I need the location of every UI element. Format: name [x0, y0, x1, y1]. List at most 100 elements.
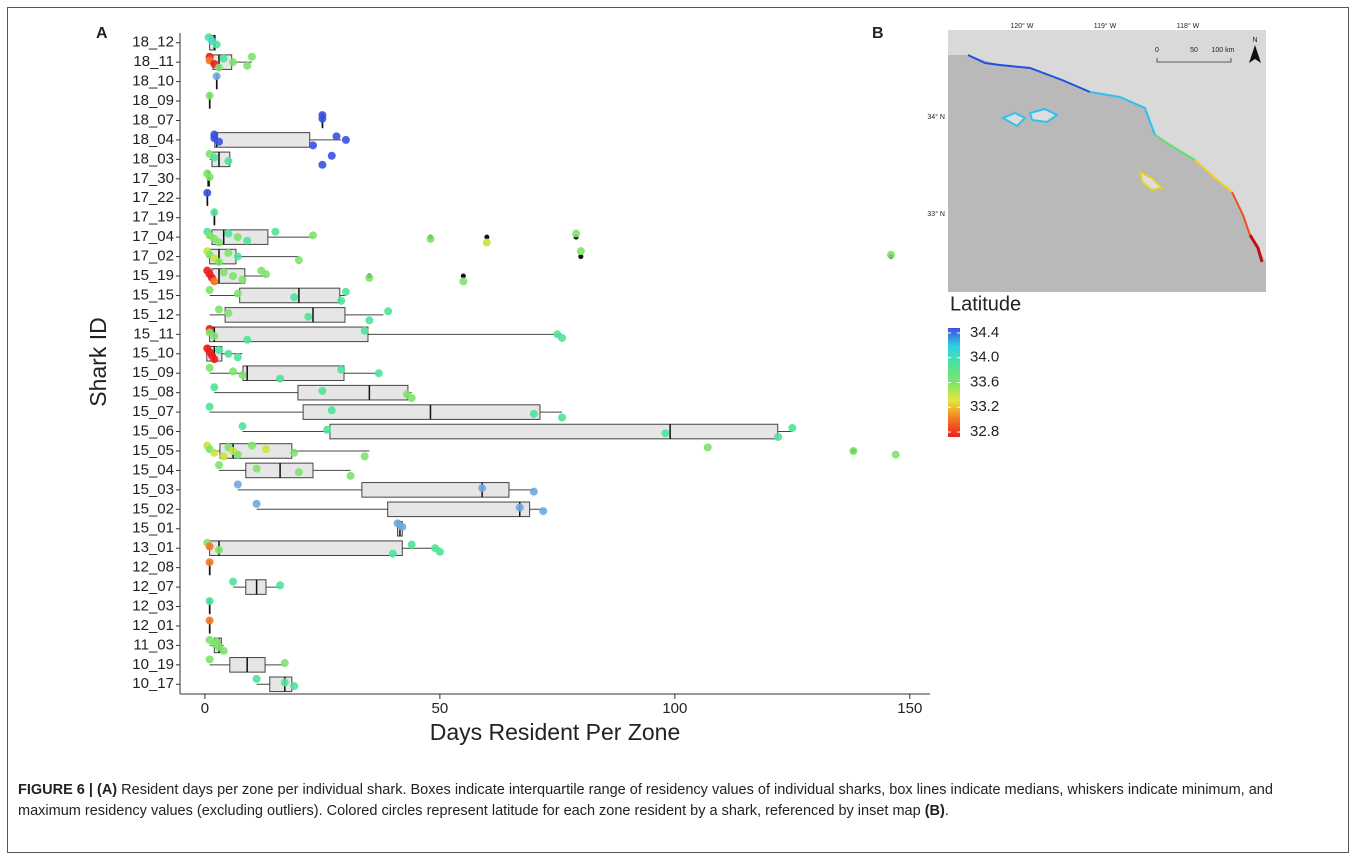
point	[342, 136, 350, 144]
point	[206, 364, 214, 372]
page: {"chart_data":{"type":"box","panel":"A",…	[0, 0, 1358, 862]
point	[243, 336, 251, 344]
point	[215, 546, 223, 554]
point	[213, 72, 221, 80]
y-tick-label: 17_30	[132, 170, 174, 187]
point	[262, 445, 270, 453]
x-tick-label: 100	[662, 700, 687, 717]
point	[234, 233, 242, 241]
point	[347, 472, 355, 480]
point	[365, 316, 373, 324]
box	[210, 327, 368, 342]
point	[558, 414, 566, 422]
scale-label: 100 km	[1212, 47, 1235, 54]
box	[298, 385, 408, 400]
lon-label: 120° W	[1010, 22, 1033, 30]
point	[337, 366, 345, 374]
point	[398, 523, 406, 531]
point	[215, 258, 223, 266]
point	[332, 132, 340, 140]
point	[516, 504, 524, 512]
point	[210, 208, 218, 216]
point	[328, 152, 336, 160]
point	[530, 488, 538, 496]
point	[248, 442, 256, 450]
y-tick-label: 11_03	[133, 636, 174, 653]
box	[243, 366, 344, 381]
box	[330, 424, 778, 439]
colorbar-label: 33.2	[970, 398, 999, 415]
point	[426, 235, 434, 243]
lat-label: 33° N	[927, 210, 945, 218]
point	[788, 424, 796, 432]
point	[577, 247, 585, 255]
point	[892, 451, 900, 459]
y-tick-label: 15_09	[132, 364, 174, 381]
point	[304, 313, 312, 321]
point	[323, 426, 331, 434]
panel-label: A	[96, 25, 108, 42]
box	[225, 308, 345, 323]
box	[303, 405, 540, 420]
point	[572, 230, 580, 238]
y-tick-label: 17_19	[132, 209, 174, 226]
point	[253, 465, 261, 473]
y-tick-label: 15_03	[132, 481, 174, 498]
caption-text: Resident days per zone per individual sh…	[18, 782, 1273, 819]
y-tick-label: 18_10	[132, 73, 174, 90]
box	[388, 502, 530, 517]
point	[224, 249, 232, 257]
scale-label: 50	[1190, 47, 1198, 54]
point	[309, 231, 317, 239]
point	[203, 189, 211, 197]
point	[234, 290, 242, 298]
point	[436, 548, 444, 556]
point	[206, 597, 214, 605]
point	[206, 286, 214, 294]
y-tick-label: 12_03	[132, 597, 174, 614]
chart: A B Days Resident Per Zone Shark ID 120°…	[0, 0, 1358, 770]
box	[240, 288, 340, 303]
colorbar-label: 32.8	[970, 423, 999, 440]
point	[206, 617, 214, 625]
point	[210, 355, 218, 363]
point	[276, 581, 284, 589]
point	[361, 327, 369, 335]
y-tick-label: 10_19	[132, 656, 174, 673]
x-tick-label: 0	[201, 700, 209, 717]
point	[248, 53, 256, 61]
point	[210, 332, 218, 340]
scale-label: 0	[1155, 47, 1159, 54]
point	[206, 655, 214, 663]
box	[210, 541, 403, 556]
point	[229, 58, 237, 66]
point	[887, 251, 895, 259]
point	[234, 480, 242, 488]
point	[539, 507, 547, 515]
point	[318, 387, 326, 395]
point	[206, 403, 214, 411]
point	[243, 237, 251, 245]
lat-label: 34° N	[927, 113, 945, 121]
point	[206, 542, 214, 550]
y-tick-label: 12_08	[132, 559, 174, 576]
point	[253, 675, 261, 683]
point	[229, 578, 237, 586]
point	[220, 452, 228, 460]
point	[239, 371, 247, 379]
point	[337, 297, 345, 305]
box	[270, 677, 292, 692]
point	[220, 647, 228, 655]
point	[483, 239, 491, 247]
point	[384, 307, 392, 315]
point	[234, 451, 242, 459]
caption-ref: (B)	[925, 803, 945, 819]
y-tick-label: 15_11	[133, 325, 174, 342]
point	[290, 293, 298, 301]
point	[295, 256, 303, 264]
point	[224, 350, 232, 358]
y-tick-label: 17_04	[132, 228, 174, 245]
point	[361, 452, 369, 460]
point	[375, 369, 383, 377]
point	[220, 55, 228, 63]
